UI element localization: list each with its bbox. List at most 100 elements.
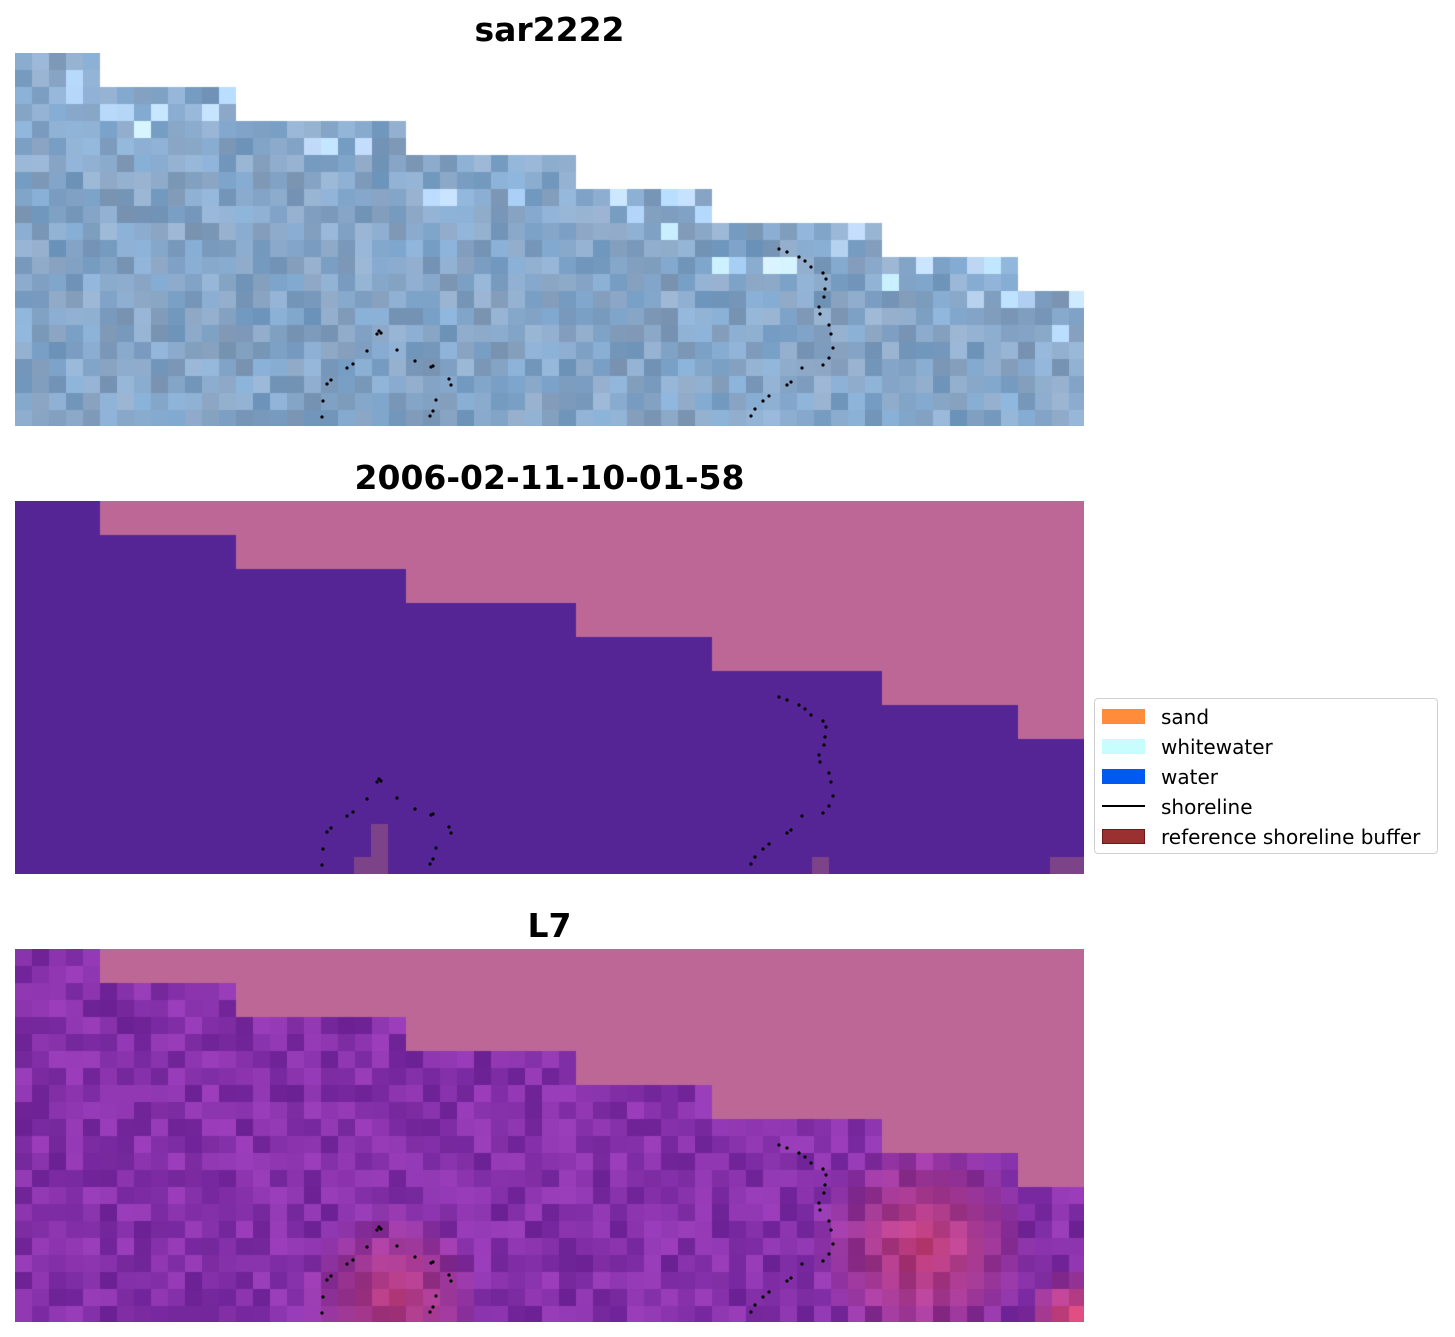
shoreline-point — [824, 725, 828, 729]
shoreline-point — [321, 1295, 325, 1299]
shoreline-point — [803, 259, 807, 263]
shoreline-point — [818, 760, 822, 764]
shoreline-point — [365, 797, 369, 801]
shoreline-point — [822, 1191, 826, 1195]
shoreline-point — [325, 830, 329, 834]
shoreline-point — [821, 363, 825, 367]
shoreline-point — [767, 394, 771, 398]
shoreline-point — [789, 1276, 793, 1280]
shoreline-point — [822, 295, 826, 299]
shoreline-point — [824, 277, 828, 281]
shoreline-point — [809, 265, 813, 269]
shoreline-point — [434, 1294, 438, 1298]
satellite-rgb-panel — [15, 53, 1084, 426]
sand-swatch — [1102, 709, 1145, 724]
shoreline-point — [831, 1242, 835, 1246]
shoreline-point — [428, 1310, 432, 1314]
shoreline-point — [777, 695, 781, 699]
shoreline-point — [321, 847, 325, 851]
shoreline-point — [821, 1259, 825, 1263]
shoreline-point — [365, 1245, 369, 1249]
legend-item-shoreline: shoreline — [1095, 794, 1437, 819]
shoreline-points-layer — [320, 695, 835, 867]
shoreline-point — [761, 1295, 765, 1299]
shoreline-point — [823, 1183, 827, 1187]
shoreline-point — [434, 398, 438, 402]
shoreline-point — [824, 1173, 828, 1177]
shoreline-point — [749, 1310, 753, 1314]
shoreline-point — [829, 780, 833, 784]
shoreline-point — [800, 366, 804, 370]
shoreline-point — [823, 735, 827, 739]
shoreline-point — [827, 804, 831, 808]
shoreline-point — [829, 1228, 833, 1232]
shoreline-point — [818, 1208, 822, 1212]
shoreline-point — [809, 1161, 813, 1165]
shoreline-point — [753, 407, 757, 411]
shoreline-point — [395, 348, 399, 352]
shoreline-point — [817, 753, 821, 757]
shoreline-point — [434, 846, 438, 850]
shoreline-point — [431, 812, 435, 816]
shoreline-point — [821, 271, 825, 275]
index-image-panel — [15, 949, 1084, 1322]
shoreline-point — [827, 1252, 831, 1256]
shoreline-point — [767, 842, 771, 846]
shoreline-point — [351, 362, 355, 366]
shoreline-point — [821, 811, 825, 815]
legend-label: whitewater — [1161, 735, 1273, 759]
shoreline-point — [449, 1279, 453, 1283]
shoreline-point — [320, 415, 324, 419]
shoreline-point — [785, 698, 789, 702]
shoreline-point — [379, 779, 383, 783]
shoreline-point — [749, 414, 753, 418]
shoreline-point — [797, 1151, 801, 1155]
shoreline-point — [800, 814, 804, 818]
shoreline-point — [785, 831, 789, 835]
shoreline-point — [777, 1143, 781, 1147]
shoreline-point — [823, 287, 827, 291]
shoreline-point — [827, 356, 831, 360]
shoreline-point — [749, 862, 753, 866]
shoreline-point — [413, 807, 417, 811]
classified-image — [15, 501, 1084, 874]
panel-title-1: sar2222 — [474, 10, 625, 49]
shoreline-point — [449, 831, 453, 835]
shoreline-point — [785, 250, 789, 254]
shoreline-point — [345, 366, 349, 370]
shoreline-point — [320, 863, 324, 867]
legend-item-water: water — [1095, 764, 1437, 789]
shoreline-point — [827, 1219, 831, 1223]
shoreline-point — [827, 771, 831, 775]
shoreline-points-layer — [320, 247, 835, 419]
shoreline-point — [365, 349, 369, 353]
shoreline-point — [449, 383, 453, 387]
shoreline-point — [753, 855, 757, 859]
shoreline-point — [351, 810, 355, 814]
shoreline-point — [831, 794, 835, 798]
shoreline-point — [447, 377, 451, 381]
shoreline-point — [821, 1167, 825, 1171]
shoreline-point — [803, 1155, 807, 1159]
legend-label: shoreline — [1161, 795, 1253, 819]
shoreline-point — [351, 1258, 355, 1262]
shoreline-point — [803, 707, 807, 711]
shoreline-point — [821, 719, 825, 723]
shoreline-point — [329, 378, 333, 382]
shoreline-point — [827, 323, 831, 327]
shoreline-point — [329, 1274, 333, 1278]
shoreline-point — [431, 1260, 435, 1264]
shoreline-point — [428, 414, 432, 418]
shoreline-point — [345, 814, 349, 818]
shoreline-point — [428, 862, 432, 866]
shoreline-point — [785, 383, 789, 387]
shoreline-point — [377, 1225, 381, 1229]
shoreline-point — [345, 1262, 349, 1266]
shoreline-point — [447, 825, 451, 829]
legend-item-reference-buffer: reference shoreline buffer — [1095, 824, 1437, 849]
whitewater-swatch — [1102, 739, 1145, 754]
shoreline-point — [431, 409, 435, 413]
shoreline-point — [329, 826, 333, 830]
legend-item-sand: sand — [1095, 704, 1437, 729]
shoreline-point — [375, 332, 379, 336]
